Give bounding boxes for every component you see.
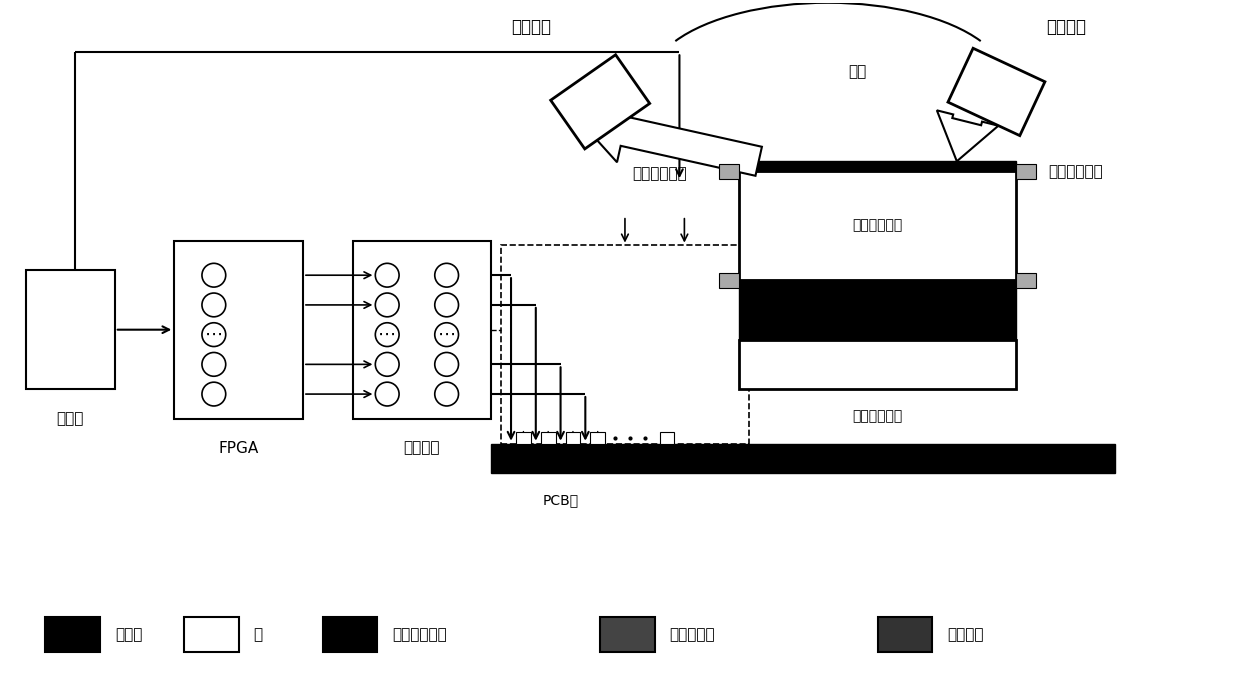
Circle shape (202, 352, 226, 376)
Circle shape (376, 293, 399, 317)
Bar (1017, 273, 1037, 288)
Text: 反射太赫兹波: 反射太赫兹波 (632, 166, 687, 181)
Bar (719, 273, 739, 288)
Bar (322, 617, 377, 651)
Bar (352, 240, 491, 419)
Polygon shape (937, 110, 998, 161)
Bar (541, 432, 556, 444)
Bar (491, 444, 1115, 473)
Text: ⋯: ⋯ (438, 326, 455, 344)
Circle shape (435, 382, 459, 406)
Circle shape (435, 293, 459, 317)
Circle shape (435, 352, 459, 376)
Text: 入射太赫兹波: 入射太赫兹波 (1048, 164, 1104, 179)
Bar (26, 271, 115, 389)
Bar (660, 432, 675, 444)
Bar (174, 240, 303, 419)
Polygon shape (947, 48, 1045, 136)
Circle shape (202, 264, 226, 287)
Circle shape (435, 264, 459, 287)
Text: 发射模块: 发射模块 (1045, 17, 1086, 36)
Text: 计算机: 计算机 (57, 411, 84, 426)
Bar (1017, 164, 1037, 179)
Bar (739, 280, 1017, 340)
Text: 紫外光取向剂: 紫外光取向剂 (392, 627, 446, 642)
Bar (878, 617, 932, 651)
Text: 接收模块: 接收模块 (511, 17, 551, 36)
Bar (739, 171, 1017, 280)
Circle shape (376, 382, 399, 406)
Bar (590, 432, 605, 444)
Circle shape (376, 352, 399, 376)
Bar (516, 432, 531, 444)
Bar (739, 161, 1017, 171)
Circle shape (376, 323, 399, 347)
Text: 金: 金 (253, 627, 263, 642)
Bar (184, 617, 238, 651)
Text: 导电银胶: 导电银胶 (947, 627, 983, 642)
Text: ⋯: ⋯ (205, 326, 223, 344)
Text: 向列型液晶: 向列型液晶 (670, 627, 715, 642)
Circle shape (202, 293, 226, 317)
Bar (719, 164, 739, 179)
Text: 上层石英衬底: 上层石英衬底 (852, 219, 903, 233)
Circle shape (202, 382, 226, 406)
Bar (600, 617, 655, 651)
Text: ⋯: ⋯ (378, 326, 397, 344)
Circle shape (202, 323, 226, 347)
Text: FPGA: FPGA (218, 440, 259, 456)
Bar (739, 340, 1017, 389)
Text: 麦拉膜: 麦拉膜 (115, 627, 143, 642)
Circle shape (435, 323, 459, 347)
Text: 放大电路: 放大电路 (404, 440, 440, 456)
Bar (565, 432, 580, 444)
Bar (501, 245, 749, 444)
Text: PCB板: PCB板 (542, 493, 579, 507)
Polygon shape (580, 101, 761, 175)
Bar (46, 617, 100, 651)
Text: 下层石英衬底: 下层石英衬底 (852, 409, 903, 423)
Text: 转台: 转台 (848, 64, 866, 80)
Circle shape (376, 264, 399, 287)
Polygon shape (551, 55, 650, 149)
